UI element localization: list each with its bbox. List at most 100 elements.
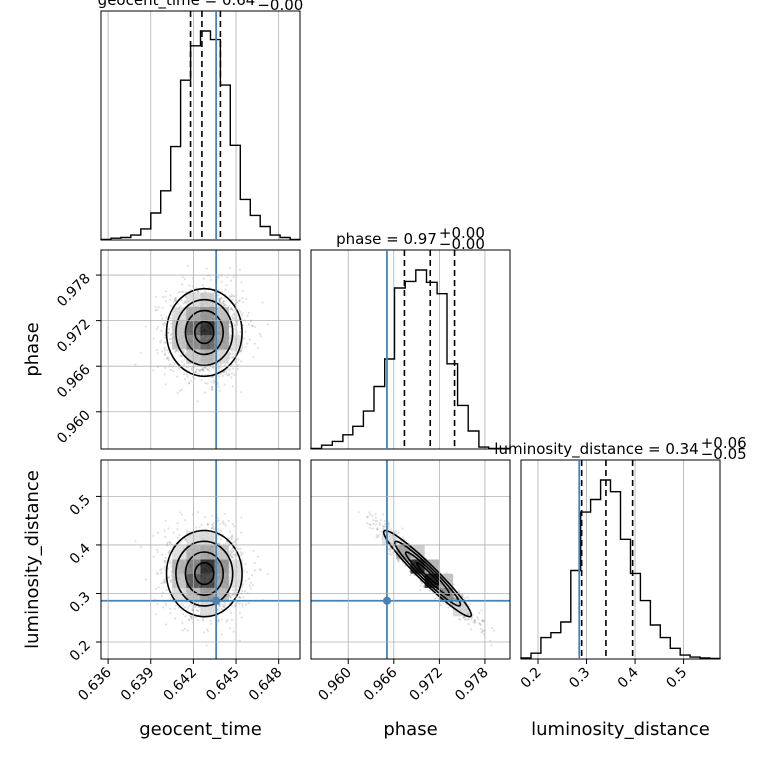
scatter-point	[397, 559, 400, 563]
x-axis-label-geocent_time: geocent_time	[139, 719, 262, 740]
scatter-point	[236, 318, 239, 321]
scatter-point	[247, 577, 250, 580]
x-axis-label-luminosity_distance: luminosity_distance	[531, 719, 710, 740]
scatter-point	[231, 317, 234, 320]
scatter-point	[208, 369, 211, 373]
scatter-point	[219, 538, 223, 541]
truth-marker	[382, 596, 391, 605]
scatter-point	[169, 341, 172, 344]
scatter-point	[228, 305, 231, 308]
scatter-point	[229, 308, 232, 311]
scatter-point	[161, 350, 164, 353]
scatter-point	[229, 550, 232, 553]
contour-line	[404, 551, 451, 596]
scatter-point	[180, 360, 183, 363]
scatter-point	[190, 367, 194, 370]
scatter-point	[164, 535, 167, 539]
scatter-point	[458, 617, 461, 620]
scatter-point	[156, 573, 160, 576]
scatter-point	[463, 615, 466, 619]
scatter-point	[164, 383, 167, 386]
scatter-point	[217, 534, 220, 537]
scatter-point	[220, 633, 223, 636]
scatter-point	[194, 371, 197, 374]
scatter-point	[492, 629, 496, 632]
scatter-point	[216, 381, 219, 384]
scatter-point	[176, 391, 179, 394]
scatter-point	[218, 300, 221, 303]
scatter-point	[185, 373, 188, 376]
scatter-point	[231, 555, 234, 559]
scatter-point	[169, 298, 172, 301]
scatter-point	[238, 299, 241, 302]
scatter-point	[163, 578, 166, 581]
scatter-point	[181, 621, 184, 625]
scatter-point	[160, 582, 163, 585]
scatter-point	[225, 372, 228, 375]
scatter-point	[467, 612, 470, 616]
scatter-point	[225, 284, 228, 287]
scatter-point	[188, 382, 191, 385]
scatter-point	[163, 581, 166, 585]
scatter-point	[380, 530, 383, 533]
scatter-point	[232, 541, 235, 544]
scatter-point	[231, 534, 234, 537]
scatter-point	[188, 618, 191, 621]
scatter-point	[167, 358, 170, 362]
scatter-point	[236, 330, 239, 333]
scatter-point	[164, 366, 167, 369]
scatter-point	[479, 623, 482, 627]
scatter-point	[177, 291, 180, 294]
scatter-point	[473, 619, 476, 622]
scatter-point	[229, 325, 232, 328]
scatter-point	[180, 354, 183, 357]
scatter-point	[155, 295, 158, 298]
scatter-point	[388, 550, 392, 553]
histogram-geocent_time	[100, 30, 301, 241]
scatter-point	[252, 549, 255, 553]
scatter-point	[184, 378, 187, 381]
scatter-point	[155, 328, 158, 331]
scatter-point	[231, 550, 234, 553]
scatter-point	[376, 520, 379, 523]
scatter-point	[217, 528, 220, 531]
scatter-point	[197, 609, 200, 613]
scatter-point	[476, 616, 479, 619]
scatter-point	[193, 377, 196, 380]
scatter-point	[167, 351, 170, 354]
scatter-point	[238, 268, 241, 271]
scatter-point	[195, 526, 198, 529]
scatter-point	[246, 314, 249, 317]
scatter-point	[240, 553, 243, 556]
scatter-point	[200, 368, 203, 371]
x-tick-label: 0.648	[246, 665, 286, 705]
scatter-point	[206, 382, 209, 385]
scatter-point	[232, 313, 235, 316]
scatter-point	[222, 605, 225, 609]
scatter-point	[180, 513, 184, 516]
scatter-point	[229, 279, 233, 282]
scatter-point	[177, 606, 180, 609]
scatter-point	[249, 587, 252, 590]
density-cell	[382, 531, 397, 546]
scatter-point	[223, 296, 226, 299]
scatter-point	[212, 522, 215, 525]
scatter-point	[419, 584, 422, 587]
title-luminosity_distance: luminosity_distance = 0.34 +0.06−0.05	[494, 434, 746, 463]
scatter-point	[184, 606, 187, 609]
density-cell	[200, 559, 215, 574]
scatter-point	[230, 593, 233, 596]
scatter-point	[245, 342, 249, 345]
scatter-point	[236, 367, 239, 371]
scatter-point	[166, 357, 169, 360]
scatter-point	[232, 367, 235, 370]
scatter-point	[231, 536, 234, 539]
scatter-point	[190, 368, 193, 371]
scatter-point	[219, 298, 222, 301]
scatter-point	[204, 366, 207, 369]
x-tick-label: 0.4	[615, 664, 642, 691]
scatter-point	[256, 347, 260, 350]
scatter-point	[156, 349, 159, 352]
scatter-point	[473, 620, 476, 623]
